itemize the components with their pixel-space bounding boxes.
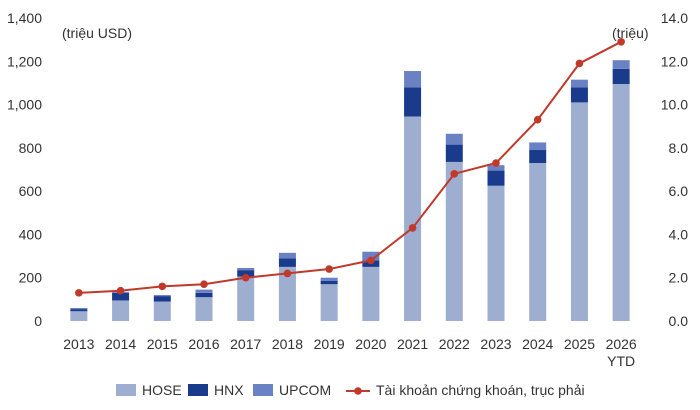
x-axis-tick-label: 2018	[272, 336, 303, 352]
plot-area: 0 200 400 600 800 1,000 1,200 1,400 0.0 2.0 4.0 6.0…	[7, 10, 688, 369]
x-axis-tick-label: 2014	[105, 336, 136, 352]
bar-hnx	[612, 68, 630, 85]
line-accounts	[78, 40, 622, 294]
bar-hnx	[529, 150, 547, 164]
right-axis-unit-label: (triệu)	[612, 25, 649, 41]
bar-upcom	[404, 71, 422, 88]
x-axis-tick-label: 2024	[522, 336, 553, 352]
x-axis-tick-label: 2020	[355, 336, 386, 352]
line-point	[75, 289, 83, 297]
bar-hose	[612, 84, 630, 321]
bar-hose	[112, 300, 130, 321]
bar-hose	[195, 297, 213, 321]
line-point	[158, 282, 167, 291]
bar-hnx	[487, 170, 505, 186]
bar-upcom	[70, 308, 88, 310]
bar-hose	[570, 102, 588, 322]
x-axis-tick-label: 2021	[397, 336, 428, 352]
line-point	[200, 280, 208, 289]
left-axis-tick-label: 800	[19, 140, 43, 156]
bar-hose	[278, 266, 296, 321]
line-point	[116, 286, 125, 295]
x-axis-tick-label: 2022	[439, 336, 470, 352]
x-axis-tick-label: 2026 YTD	[606, 336, 637, 369]
bar-hose	[362, 266, 380, 321]
bar-hose	[404, 116, 422, 321]
left-axis-tick-label: 1,200	[7, 53, 42, 69]
legend-label: HOSE	[142, 382, 182, 398]
line-point	[617, 38, 625, 46]
legend-label: Tài khoản chứng khoán, trục phải	[376, 382, 585, 398]
line-point	[241, 273, 250, 282]
bar-hose	[320, 284, 338, 321]
bar-hose	[70, 311, 88, 321]
bar-upcom	[278, 252, 296, 259]
bar-hose	[153, 301, 171, 321]
bar-upcom	[320, 277, 338, 281]
x-axis-tick-label: 2023	[480, 336, 511, 352]
left-axis-tick-label: 1,000	[7, 97, 42, 113]
bar-upcom	[570, 79, 588, 88]
bar-hose	[445, 161, 463, 321]
right-axis-tick-label: 10.0	[661, 97, 688, 113]
left-axis-tick-label: 400	[19, 226, 43, 242]
bar-hnx	[278, 258, 296, 267]
x-axis-tick-label: 2013	[63, 336, 94, 352]
bar-hose	[237, 276, 255, 321]
bar-hnx	[320, 280, 338, 285]
left-axis-tick-label: 1,400	[7, 10, 42, 26]
right-axis-tick-label: 0.0	[669, 313, 689, 329]
left-axis-unit-label: (triệu USD)	[62, 25, 132, 41]
line-point	[492, 159, 500, 167]
right-axis-tick-label: 4.0	[669, 226, 689, 242]
legend-swatch	[188, 384, 208, 396]
left-axis-tick-label: 0	[34, 313, 42, 329]
bar-upcom	[195, 289, 213, 293]
bar-upcom	[487, 165, 505, 171]
x-axis-tick-label: 2017	[230, 336, 261, 352]
bar-upcom	[362, 251, 380, 261]
bar-upcom	[237, 267, 255, 271]
x-axis-tick-label: 2025	[564, 336, 595, 352]
line-point	[283, 269, 292, 278]
bar-hnx	[112, 292, 130, 301]
x-axis-tick-label: 2019	[314, 336, 345, 352]
line-point	[408, 224, 417, 232]
bar-hnx	[70, 309, 88, 312]
bar-hose	[487, 185, 505, 321]
left-axis-tick-label: 200	[19, 270, 43, 286]
legend-label: UPCOM	[279, 382, 331, 398]
legend-swatch	[116, 384, 136, 396]
x-axis-tick-label: 2015	[147, 336, 178, 352]
line-point	[450, 170, 459, 178]
bar-hnx	[237, 270, 255, 277]
right-axis-tick-label: 2.0	[669, 270, 689, 286]
bar-hose	[529, 163, 547, 321]
bar-upcom	[529, 142, 547, 151]
line-point	[325, 265, 333, 273]
bar-upcom	[445, 133, 463, 145]
legend: HOSE HNX UPCOM Tài khoản chứng khoán, trục …	[116, 382, 585, 398]
x-axis-tick-label: 2016	[188, 336, 219, 352]
legend-line-marker	[354, 387, 362, 395]
bar-hnx	[404, 87, 422, 117]
line-point	[575, 59, 584, 68]
line-point	[533, 115, 542, 124]
bar-hnx	[195, 292, 213, 298]
bar-upcom	[612, 60, 630, 69]
right-axis-tick-label: 6.0	[669, 183, 689, 199]
bar-hnx	[445, 144, 463, 162]
right-axis-tick-label: 12.0	[661, 53, 688, 69]
right-axis-tick-label: 14.0	[661, 10, 688, 26]
bar-upcom	[153, 295, 171, 297]
right-axis-tick-label: 8.0	[669, 140, 689, 156]
bar-hnx	[153, 296, 171, 302]
legend-label: HNX	[214, 382, 244, 398]
line-point	[367, 256, 375, 265]
legend-swatch	[253, 384, 273, 396]
bar-hnx	[570, 87, 588, 103]
left-axis-tick-label: 600	[19, 183, 43, 199]
